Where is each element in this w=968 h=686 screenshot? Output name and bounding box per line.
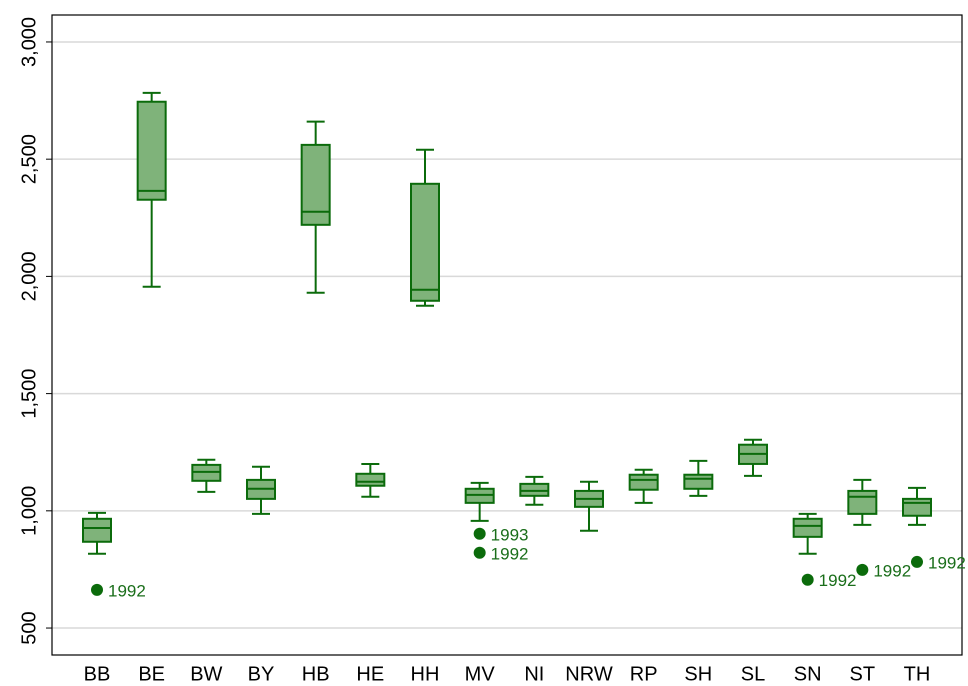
outlier-label: 1992: [873, 561, 911, 580]
y-tick-label: 1,500: [18, 369, 40, 419]
box: [683, 473, 714, 490]
y-tick-label: 2,000: [18, 251, 40, 301]
x-tick-label: MV: [465, 663, 496, 685]
outlier-label: 1992: [491, 544, 529, 563]
outlier: [911, 555, 923, 568]
box: [136, 100, 167, 201]
x-tick-label: HH: [411, 663, 440, 685]
outlier-label: 1992: [108, 581, 146, 600]
x-tick-label: NI: [524, 663, 544, 685]
outlier: [91, 583, 103, 596]
outlier-label: 1992: [928, 553, 966, 572]
y-tick-label: 1,000: [18, 486, 40, 536]
box: [628, 473, 659, 491]
box: [792, 517, 823, 538]
x-tick-label: NRW: [565, 663, 613, 685]
outlier: [473, 546, 486, 559]
x-tick-label: BE: [138, 663, 165, 685]
x-tick-label: BB: [84, 663, 111, 685]
x-tick-label: TH: [904, 663, 931, 685]
x-tick-label: SN: [794, 663, 822, 685]
x-tick-label: RP: [630, 663, 658, 685]
box: [82, 517, 112, 543]
box: [410, 182, 440, 302]
outlier: [801, 573, 814, 586]
x-tick-label: HB: [302, 663, 330, 685]
box: [519, 482, 550, 497]
x-tick-label: ST: [850, 663, 876, 685]
box: [300, 143, 331, 226]
box: [355, 472, 386, 487]
outlier: [473, 527, 486, 540]
x-tick-label: SL: [741, 663, 765, 685]
box: [902, 497, 932, 517]
x-tick-label: BW: [190, 663, 222, 685]
plot-frame: [51, 14, 963, 656]
x-tick-label: BY: [248, 663, 275, 685]
x-tick-label: SH: [684, 663, 712, 685]
x-tick-label: HE: [356, 663, 384, 685]
y-tick-label: 3,000: [18, 17, 40, 67]
outlier-label: 1993: [491, 525, 529, 544]
y-tick-label: 2,500: [18, 134, 40, 184]
outlier: [856, 563, 869, 576]
y-tick-label: 500: [18, 611, 40, 644]
outlier-label: 1992: [819, 571, 857, 590]
box: [847, 489, 878, 515]
